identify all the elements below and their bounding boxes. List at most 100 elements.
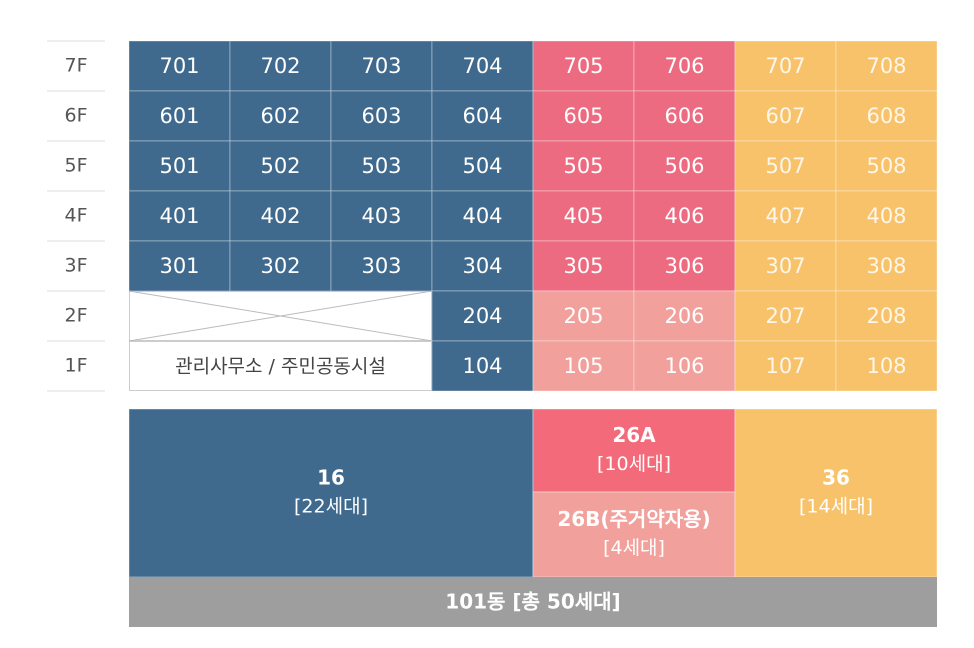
unit-cell xyxy=(734,240,837,292)
unit-label: 402 xyxy=(260,204,300,228)
unit-label: 306 xyxy=(664,254,704,278)
unit-label: 107 xyxy=(765,354,805,378)
unit-cell xyxy=(835,290,938,342)
unit-cell xyxy=(835,190,938,242)
unit-label: 701 xyxy=(159,54,199,78)
unit-label: 606 xyxy=(664,104,704,128)
type-block xyxy=(532,408,736,493)
unit-label: 108 xyxy=(866,354,906,378)
floor-label: 2F xyxy=(64,305,87,327)
type-name: 26B(주거약자용) xyxy=(557,507,710,531)
type-name: 26A xyxy=(612,423,656,447)
unit-label: 407 xyxy=(765,204,805,228)
unit-cell xyxy=(532,340,635,392)
unit-label: 504 xyxy=(462,154,502,178)
unit-cell xyxy=(330,240,433,292)
unit-cell xyxy=(734,190,837,242)
unit-cell xyxy=(633,240,736,292)
floor-label: 6F xyxy=(64,105,87,127)
unit-label: 508 xyxy=(866,154,906,178)
unit-cell xyxy=(128,140,231,192)
unit-label: 308 xyxy=(866,254,906,278)
unit-label: 707 xyxy=(765,54,805,78)
facility-label: 관리사무소 / 주민공동시설 xyxy=(175,356,386,378)
unit-cell xyxy=(835,140,938,192)
unit-label: 206 xyxy=(664,304,704,328)
unit-label: 604 xyxy=(462,104,502,128)
unit-cell xyxy=(633,340,736,392)
unit-label: 702 xyxy=(260,54,300,78)
total-bar xyxy=(129,577,937,627)
unit-cell xyxy=(734,140,837,192)
type-block xyxy=(734,408,938,578)
unit-cell xyxy=(633,40,736,92)
unit-cell xyxy=(431,140,534,192)
unit-label: 208 xyxy=(866,304,906,328)
unit-label: 305 xyxy=(563,254,603,278)
unit-label: 605 xyxy=(563,104,603,128)
unit-cell xyxy=(431,340,534,392)
unit-cell xyxy=(532,190,635,242)
unit-cell xyxy=(431,290,534,342)
unit-cell xyxy=(633,290,736,342)
unit-label: 405 xyxy=(563,204,603,228)
floor-label: 5F xyxy=(64,155,87,177)
unit-cell xyxy=(330,140,433,192)
cross-line xyxy=(128,290,433,342)
unit-label: 502 xyxy=(260,154,300,178)
unit-label: 601 xyxy=(159,104,199,128)
unit-label: 704 xyxy=(462,54,502,78)
type-name: 36 xyxy=(822,466,850,490)
unit-cell xyxy=(835,340,938,392)
unit-cell xyxy=(633,90,736,142)
unit-label: 303 xyxy=(361,254,401,278)
unit-label: 307 xyxy=(765,254,805,278)
floor-label: 4F xyxy=(64,205,87,227)
unit-label: 106 xyxy=(664,354,704,378)
unit-label: 301 xyxy=(159,254,199,278)
unit-cell xyxy=(431,190,534,242)
type-count: [4세대] xyxy=(603,537,665,559)
unit-label: 708 xyxy=(866,54,906,78)
unit-cell xyxy=(229,40,332,92)
unit-label: 703 xyxy=(361,54,401,78)
type-block xyxy=(128,408,534,578)
unit-cell xyxy=(835,90,938,142)
unit-cell xyxy=(835,240,938,292)
unit-label: 706 xyxy=(664,54,704,78)
floor-label: 3F xyxy=(64,255,87,277)
total-label: 101동 [총 50세대] xyxy=(445,590,620,614)
floor-label: 7F xyxy=(64,55,87,77)
unit-cell xyxy=(128,190,231,242)
type-count: [10세대] xyxy=(597,453,671,475)
unit-label: 401 xyxy=(159,204,199,228)
unit-label: 304 xyxy=(462,254,502,278)
unit-label: 406 xyxy=(664,204,704,228)
unit-cell xyxy=(229,140,332,192)
unit-label: 501 xyxy=(159,154,199,178)
type-name: 16 xyxy=(317,466,345,490)
unit-label: 505 xyxy=(563,154,603,178)
unit-label: 302 xyxy=(260,254,300,278)
type-count: [14세대] xyxy=(799,496,873,518)
unit-label: 603 xyxy=(361,104,401,128)
unit-cell xyxy=(229,240,332,292)
unit-label: 608 xyxy=(866,104,906,128)
unit-cell xyxy=(633,140,736,192)
unit-cell xyxy=(532,90,635,142)
unit-cell xyxy=(330,190,433,242)
unit-cell xyxy=(229,90,332,142)
unit-label: 705 xyxy=(563,54,603,78)
unit-label: 204 xyxy=(462,304,502,328)
unit-label: 507 xyxy=(765,154,805,178)
unit-label: 602 xyxy=(260,104,300,128)
unit-label: 403 xyxy=(361,204,401,228)
floor-label: 1F xyxy=(64,355,87,377)
unit-cell xyxy=(532,140,635,192)
unit-cell xyxy=(229,190,332,242)
unit-cell xyxy=(532,290,635,342)
unit-label: 503 xyxy=(361,154,401,178)
unit-label: 408 xyxy=(866,204,906,228)
unit-cell xyxy=(734,90,837,142)
